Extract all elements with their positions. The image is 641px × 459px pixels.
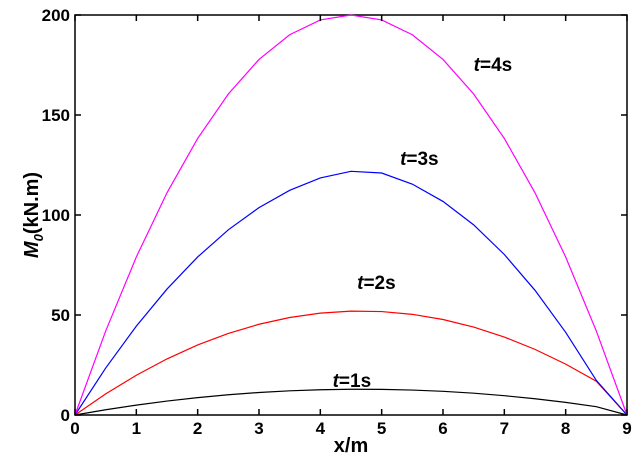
- plot-area: [74, 14, 628, 416]
- y-tick-label: 150: [42, 106, 70, 125]
- series-line-t-2s: [74, 310, 628, 416]
- plot-frame: [74, 14, 628, 416]
- curve-label-value: =3s: [406, 149, 438, 170]
- curve-label-value: =2s: [363, 273, 395, 294]
- x-tick-label: 8: [561, 419, 570, 438]
- curve-label-var: t: [333, 371, 340, 392]
- x-tick-label: 4: [316, 419, 326, 438]
- y-tick-label: 100: [42, 206, 70, 225]
- x-tick-label: 5: [377, 419, 386, 438]
- x-tick-label: 3: [254, 419, 263, 438]
- x-tick-label: 6: [438, 419, 447, 438]
- x-tick-label: 2: [193, 419, 202, 438]
- y-axis-symbol: M: [21, 240, 43, 258]
- y-axis-unit: (kN.m): [21, 172, 43, 234]
- y-tick-label: 50: [51, 306, 70, 325]
- x-tick-label: 1: [132, 419, 141, 438]
- y-axis-title: M0(kN.m): [21, 172, 46, 258]
- curve-label-value: =1s: [339, 371, 371, 392]
- t4-label: t=4s: [474, 55, 513, 76]
- curve-label-var: t: [357, 273, 364, 294]
- x-tick-label: 9: [622, 419, 631, 438]
- series-line-t-3s: [74, 170, 628, 416]
- series-line-t-1s: [74, 388, 628, 416]
- x-tick-label: 7: [500, 419, 509, 438]
- y-tick-label: 0: [61, 406, 70, 425]
- t3-label: t=3s: [400, 149, 439, 170]
- t1-label: t=1s: [333, 371, 372, 392]
- curve-label-var: t: [474, 55, 481, 76]
- x-axis-title: x/m: [334, 435, 368, 457]
- y-axis-subscript: 0: [31, 233, 46, 241]
- x-tick-label: 0: [70, 419, 79, 438]
- y-tick-label: 200: [42, 6, 70, 25]
- curve-label-var: t: [400, 149, 407, 170]
- curve-label-value: =4s: [480, 55, 512, 76]
- series-line-t-4s: [74, 14, 628, 416]
- label-layer: t=1st=2st=3st=4s: [333, 55, 513, 392]
- t2-label: t=2s: [357, 273, 396, 294]
- series-layer: [74, 14, 628, 416]
